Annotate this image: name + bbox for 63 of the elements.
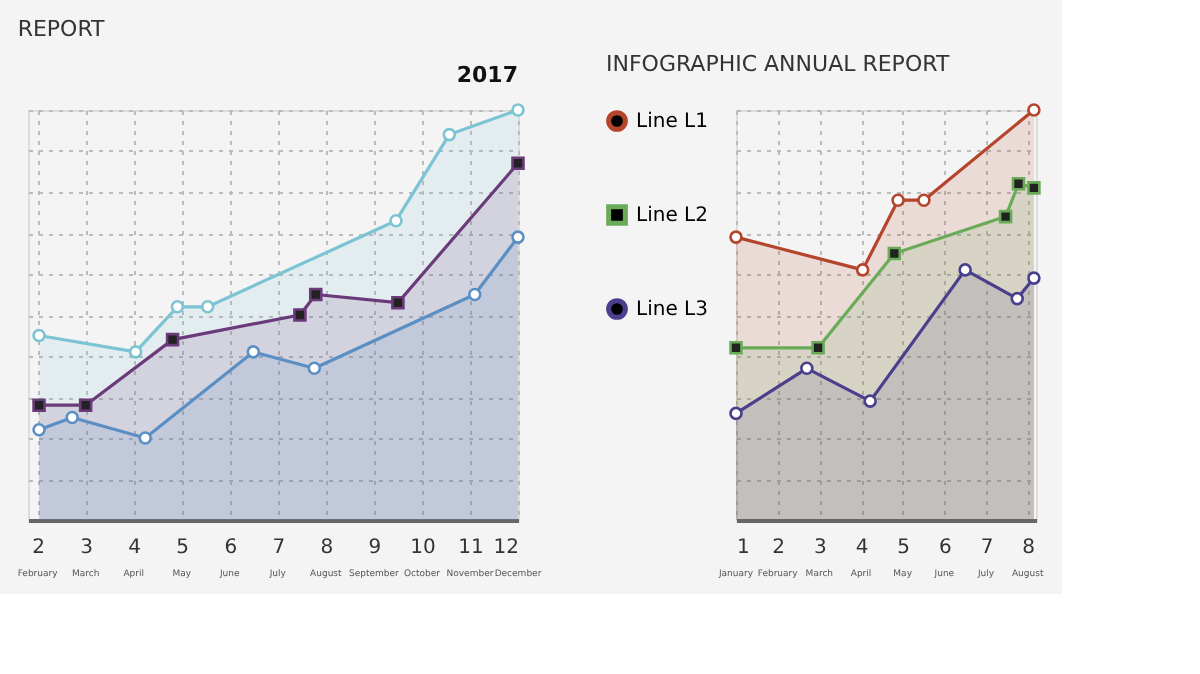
point bbox=[511, 156, 525, 171]
point bbox=[389, 213, 403, 228]
point bbox=[307, 361, 322, 376]
point bbox=[887, 246, 902, 261]
point bbox=[811, 341, 825, 355]
chart-title: REPORT bbox=[17, 16, 106, 42]
point bbox=[1011, 177, 1026, 191]
point bbox=[855, 263, 870, 277]
point bbox=[800, 361, 814, 376]
x-tick-label: 8 bbox=[320, 537, 334, 559]
x-tick-label: 8 bbox=[1022, 537, 1036, 559]
x-tick-label: 5 bbox=[897, 537, 911, 559]
point bbox=[32, 398, 46, 412]
point bbox=[293, 308, 307, 322]
x-tick-label: 3 bbox=[80, 537, 94, 559]
x-tick-label: 2 bbox=[772, 537, 786, 559]
legend-label: Line L3 bbox=[636, 299, 708, 321]
x-tick-label: 9 bbox=[368, 537, 382, 559]
x-tick-label: 12 bbox=[493, 537, 519, 559]
x-tick-label: 4 bbox=[128, 537, 142, 559]
point bbox=[138, 431, 152, 445]
point bbox=[511, 230, 525, 244]
chart-title: INFOGRAPHIC ANNUAL REPORT bbox=[606, 51, 950, 78]
x-tick-label: 7 bbox=[980, 537, 994, 559]
legend-label: Line L2 bbox=[636, 205, 708, 227]
point bbox=[891, 193, 905, 207]
point bbox=[65, 410, 79, 425]
point bbox=[511, 103, 525, 117]
point bbox=[467, 287, 482, 302]
point bbox=[1010, 291, 1025, 306]
chart-subtitle: 2017 bbox=[456, 62, 518, 88]
x-tick-label: 2 bbox=[32, 537, 45, 559]
point bbox=[165, 332, 180, 347]
x-tick-label: 3 bbox=[813, 537, 827, 559]
x-tick-label: 10 bbox=[410, 537, 436, 559]
point bbox=[958, 263, 972, 277]
point bbox=[729, 341, 743, 355]
point bbox=[1027, 103, 1041, 117]
point bbox=[729, 406, 743, 421]
point bbox=[246, 345, 261, 359]
point bbox=[917, 193, 931, 207]
point bbox=[1027, 181, 1041, 195]
point bbox=[442, 127, 457, 142]
x-tick-label: 1 bbox=[737, 537, 750, 559]
x-tick-label: 6 bbox=[938, 537, 952, 559]
point bbox=[170, 300, 185, 314]
point bbox=[308, 287, 323, 302]
point bbox=[391, 295, 405, 310]
point bbox=[32, 328, 46, 343]
x-tick-label: 6 bbox=[224, 537, 238, 559]
x-tick-label: 5 bbox=[176, 537, 190, 559]
x-tick-label: 7 bbox=[272, 537, 286, 559]
point bbox=[998, 209, 1013, 224]
point bbox=[1027, 271, 1041, 285]
point bbox=[729, 230, 743, 244]
legend-label: Line L1 bbox=[636, 111, 708, 133]
point bbox=[200, 300, 215, 314]
point bbox=[128, 345, 143, 359]
x-tick-label: 4 bbox=[855, 537, 869, 559]
point bbox=[78, 398, 93, 412]
point bbox=[863, 394, 877, 408]
point bbox=[32, 423, 46, 437]
x-tick-label: 11 bbox=[458, 537, 484, 559]
